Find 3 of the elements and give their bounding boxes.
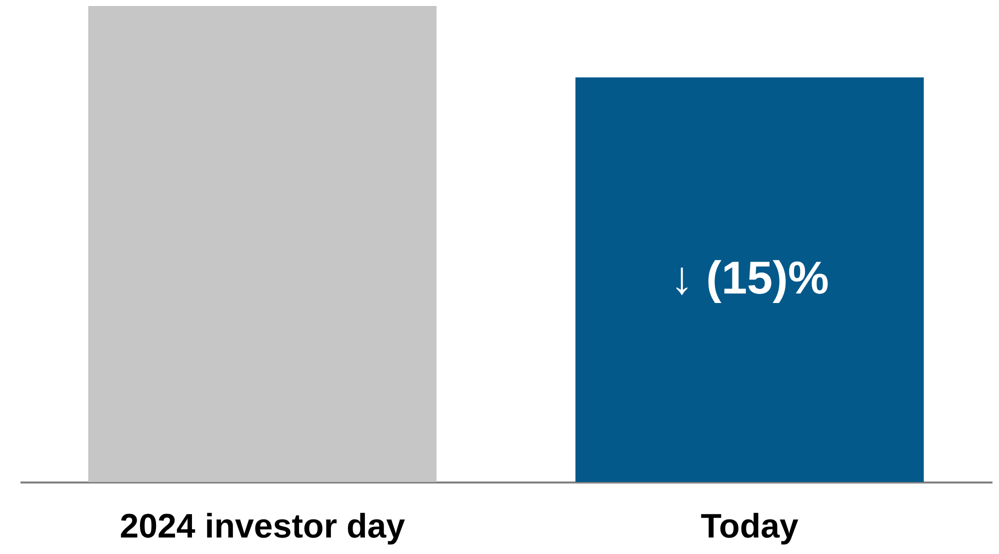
x-tick-label: 2024 investor day: [120, 508, 406, 546]
annotation: ↓ (15)%: [670, 252, 829, 304]
x-tick-label: Today: [700, 508, 798, 546]
